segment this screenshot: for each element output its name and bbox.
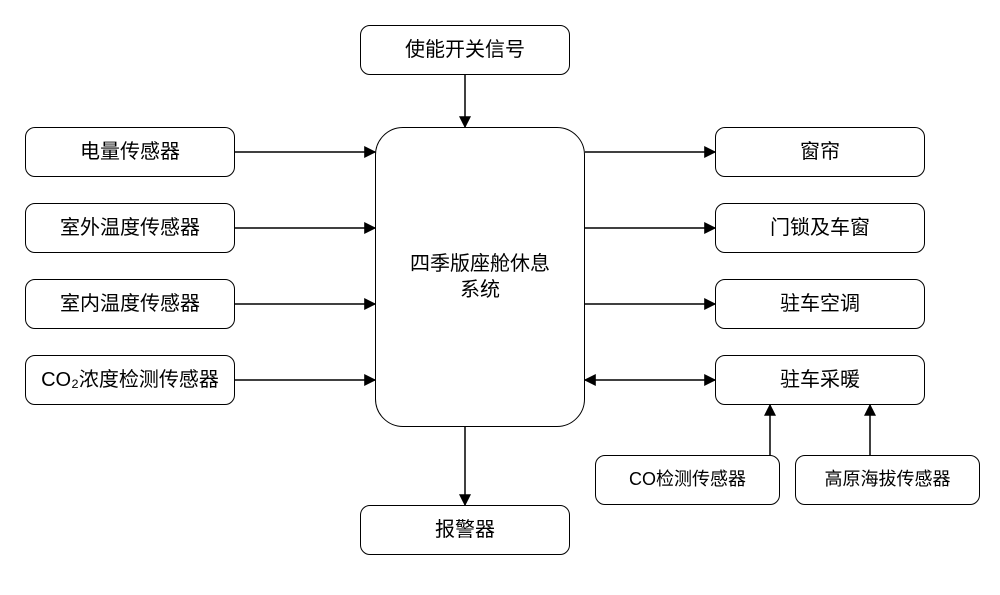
node-curtain: 窗帘 (715, 127, 925, 177)
node-park-ac: 驻车空调 (715, 279, 925, 329)
node-battery: 电量传感器 (25, 127, 235, 177)
node-alarm: 报警器 (360, 505, 570, 555)
node-out-temp: 室外温度传感器 (25, 203, 235, 253)
node-enable: 使能开关信号 (360, 25, 570, 75)
node-in-temp: 室内温度传感器 (25, 279, 235, 329)
node-park-heat: 驻车采暖 (715, 355, 925, 405)
node-co-sensor: CO检测传感器 (595, 455, 780, 505)
node-co2: CO₂浓度检测传感器 (25, 355, 235, 405)
node-center: 四季版座舱休息系统 (375, 127, 585, 427)
node-alt-sensor: 高原海拔传感器 (795, 455, 980, 505)
node-lock-window: 门锁及车窗 (715, 203, 925, 253)
